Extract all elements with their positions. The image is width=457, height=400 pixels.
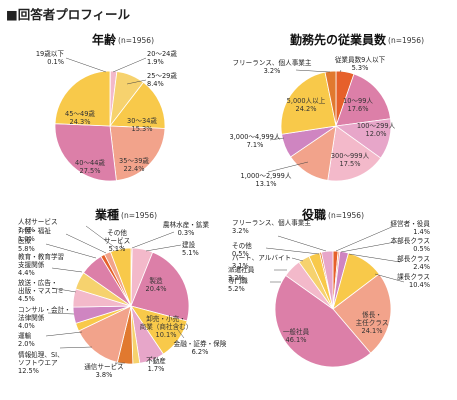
slice-label: 30～34歳 15.3% [127,116,157,133]
leader-line [45,331,83,337]
slice-label: 部長クラス 2.4% [397,254,430,271]
pie-slice [335,73,391,127]
slice-label: 10～99人 17.6% [343,97,373,113]
leader-line [291,257,304,262]
leader-line [112,57,147,73]
leader-line [277,235,327,252]
pie-slice [332,273,392,354]
leader-line [267,161,309,173]
leader-line [177,329,185,339]
pie-chart-3: 役職 (n=1956) 経営者・役員 1.4%本部長クラス 0.5%部長クラス 2.4%課… [228,207,430,368]
slice-label: パート、アルバイト 3.1% [232,254,291,270]
slice-label: 40～44歳 27.5% [75,158,105,175]
leader-line [59,346,93,349]
slice-label: 5,000人以上 24.2% [287,96,326,113]
slice-label: 人材サービス 1.6% [18,217,58,234]
slice-label: 19歳以下 0.1% [36,49,65,66]
chart-title: 役職 [302,207,326,222]
slice-label: 卸売・小売・商業（商社含む） 10.1% [140,314,193,339]
slice-label: 金融・証券・保険 6.2% [174,339,227,356]
slice-label: 通信サービス 3.8% [84,362,124,379]
slice-label: 派遣社員 3.2% [228,265,255,282]
leader-line [339,69,342,73]
slice-label: 従業員数9人以下 5.3% [335,55,386,72]
slice-label: 製造 20.4% [146,276,167,293]
slice-label: 農林水産・鉱業 0.3% [163,220,210,237]
leader-line [47,312,75,315]
slice-label: 一般社員 46.1% [283,327,310,344]
pie-slice [54,123,117,182]
leader-line [51,267,83,273]
slice-label: 45～49歳 24.3% [65,109,95,126]
pie-chart-0: 年齢 (n=1956) 19歳以下 0.1% 20～24歳 1.9% 25～29歳 8.4% 3… [36,32,177,182]
slice-label: フリーランス、個人事業主 3.2% [233,58,312,75]
slice-label: 建設 5.1% [182,240,199,257]
leader-line [265,247,320,255]
slice-label: 放送・広告・出版・マスコミ 4.5% [18,278,64,303]
pie-slice [109,81,166,129]
pie-chart-1: 勤務先の従業員数 (n=1956) 従業員数9人以下 5.3% 10～99人 17.6% 1… [230,32,425,188]
leader-line [65,57,107,73]
leader-line [85,225,118,250]
slice-label: 介護・福祉 1.0% [18,226,51,243]
leader-line [295,69,331,73]
pie-slice [327,125,382,182]
chart-sample-size: (n=1956) [328,211,364,220]
pie-chart-2: 業種 (n=1956) 農林水産・鉱業 0.3% 建設 5.1% 製造 20.4% 卸売・小売・… [18,207,227,379]
slice-label: 係長・主任クラス 24.1% [356,310,389,335]
slice-label: 20～24歳 1.9% [147,49,177,66]
pie-slice [274,274,372,368]
slice-label: 専門職 5.2% [228,276,248,293]
leader-line [335,225,395,252]
page-title: ■回答者プロフィール [6,7,131,22]
slice-label: 1,000～2,999人 13.1% [241,172,292,188]
slice-label: 不動産 1.7% [146,356,166,373]
slice-label: 教育・教育学習支援関係 4.4% [18,252,64,277]
pie-slice [78,305,132,363]
leader-line [131,231,175,249]
slice-label: 3,000～4,999人 7.1% [230,133,281,149]
chart-sample-size: (n=1956) [121,211,157,220]
slice-label: その他 0.5% [232,241,252,258]
slice-label: 100～299人 12.0% [357,122,396,138]
leader-line [340,241,396,253]
pie-slice [280,71,337,135]
leader-line [65,233,107,254]
chart-title: 勤務先の従業員数 [290,32,387,47]
slice-label: 35～39歳 22.4% [119,156,149,173]
slice-label: 課長クラス 10.4% [397,272,430,289]
slice-label: 医療 5.8% [18,236,35,253]
slice-label: フリーランス、個人事業主 3.2% [232,218,311,235]
leader-line [51,287,77,293]
leader-line [348,253,401,263]
pie-slice [109,247,132,307]
chart-sample-size: (n=1956) [118,36,154,45]
slice-label: 経営者・役員 1.4% [390,219,430,236]
chart-title: 業種 [94,207,119,222]
pie-slice [324,70,337,127]
leader-line [119,239,123,249]
leader-line [45,243,97,259]
slice-label: 本部長クラス 0.5% [391,236,430,253]
slice-label: コンサル・会計・法律関係 4.0% [18,305,71,330]
slice-label: 運輸 2.0% [18,331,35,348]
pie-slice [130,251,190,322]
slice-label: 情報処理、SI、ソフトウエア 12.5% [18,350,64,375]
leader-line [150,355,153,359]
chart-title: 年齢 [92,32,117,47]
pie-slice [320,250,334,310]
slice-label: その他サービス 5.1% [104,228,130,253]
leader-line [126,79,147,85]
slice-label: 300～999人 17.5% [331,152,370,168]
slice-label: 25～29歳 8.4% [147,71,177,88]
leader-line [269,137,285,141]
leader-line [145,244,182,252]
leader-line [374,273,405,283]
pie-slice [109,125,166,182]
chart-sample-size: (n=1956) [388,36,424,45]
